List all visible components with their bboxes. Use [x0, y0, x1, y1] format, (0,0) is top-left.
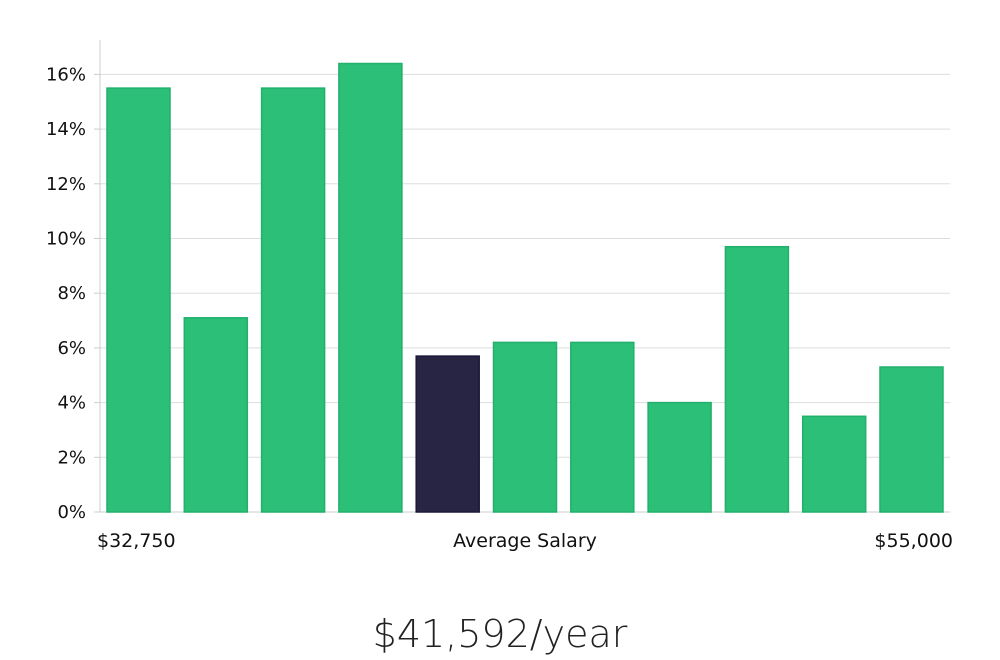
bar	[879, 366, 944, 513]
bar	[801, 415, 867, 513]
y-tick-label: 12%	[46, 174, 86, 195]
y-tick-label: 16%	[46, 64, 86, 85]
salary-histogram-chart: 0% 2% 4% 6% 8% 10% 12% 14% 16%	[46, 40, 950, 523]
bar	[106, 87, 171, 513]
bar	[492, 341, 558, 513]
y-tick-label: 6%	[57, 338, 86, 359]
y-axis-ticks: 0% 2% 4% 6% 8% 10% 12% 14% 16%	[46, 64, 100, 523]
bars	[106, 62, 944, 513]
bar	[338, 62, 403, 513]
x-axis-title: Average Salary	[453, 530, 597, 552]
y-tick-label: 0%	[57, 502, 86, 523]
bar	[647, 401, 712, 513]
bar	[724, 245, 790, 513]
average-salary-value: $41,592/year	[372, 612, 628, 656]
highlighted-bar	[415, 355, 480, 513]
x-axis-min-label: $32,750	[97, 530, 176, 552]
bar	[260, 87, 326, 513]
bar	[183, 317, 249, 513]
y-tick-label: 14%	[46, 119, 86, 140]
y-tick-label: 4%	[57, 393, 86, 414]
y-tick-label: 8%	[57, 283, 86, 304]
y-tick-label: 2%	[57, 447, 86, 468]
bar	[570, 341, 635, 513]
y-tick-label: 10%	[46, 229, 86, 250]
x-axis-max-label: $55,000	[874, 530, 953, 552]
